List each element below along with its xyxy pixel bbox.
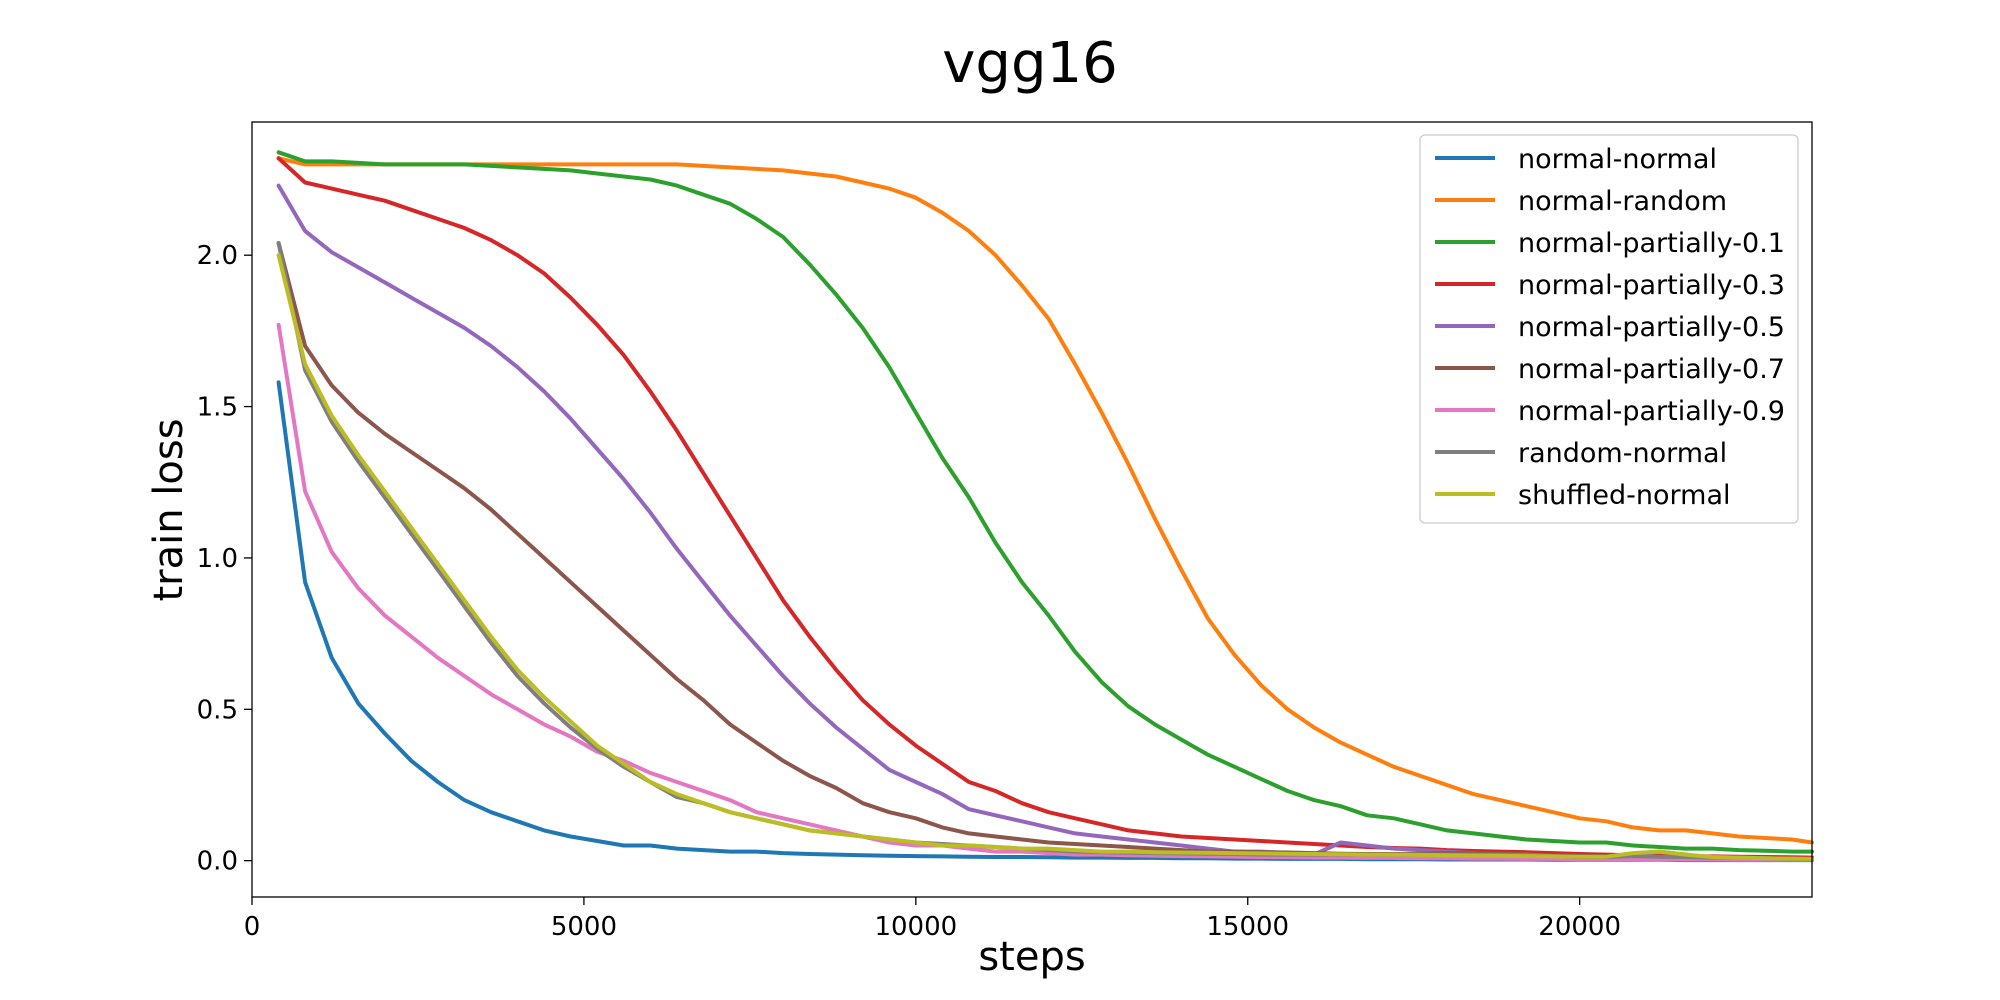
legend-box	[1419, 134, 1799, 524]
legend-label-random-normal: random-normal	[1518, 438, 1727, 469]
legend-label-normal-partially-0.3: normal-partially-0.3	[1518, 270, 1785, 301]
legend-label-normal-random: normal-random	[1518, 186, 1727, 217]
legend-label-normal-partially-0.7: normal-partially-0.7	[1518, 354, 1785, 385]
y-tick-label: 0.0	[197, 847, 238, 877]
y-tick-label: 0.5	[197, 695, 238, 725]
legend-label-normal-partially-0.9: normal-partially-0.9	[1518, 396, 1785, 427]
legend-label-shuffled-normal: shuffled-normal	[1518, 480, 1731, 511]
legend-label-normal-normal: normal-normal	[1518, 144, 1717, 175]
x-tick-label: 15000	[1206, 912, 1289, 942]
y-axis-label: train loss	[146, 418, 192, 601]
plot-frame	[251, 121, 1813, 898]
series-line-normal-random	[276, 156, 1814, 845]
series-line-shuffled-normal	[276, 253, 1814, 861]
y-axis-ticks: 0.0 0.5 1.0 1.5 2.0	[197, 241, 252, 877]
y-tick-label: 2.0	[197, 241, 238, 271]
series-line-normal-partially-0.1	[276, 150, 1814, 854]
x-tick-label: 20000	[1538, 912, 1621, 942]
x-axis-label: steps	[978, 934, 1085, 980]
series-layer	[276, 150, 1814, 863]
x-tick-label: 5000	[551, 912, 617, 942]
legend-label-normal-partially-0.1: normal-partially-0.1	[1518, 228, 1785, 259]
x-axis-ticks: 0 5000 10000 15000 20000	[244, 897, 1621, 942]
legend: normal-normal normal-random normal-partial…	[1419, 134, 1799, 524]
legend-label-normal-partially-0.5: normal-partially-0.5	[1518, 312, 1785, 343]
y-tick-label: 1.0	[197, 544, 238, 574]
x-tick-label: 0	[244, 912, 261, 942]
chart-title: vgg16	[942, 31, 1118, 96]
y-tick-label: 1.5	[197, 393, 238, 423]
legend-entries: normal-normal normal-random normal-partial…	[1435, 144, 1785, 511]
series-line-normal-partially-0.9	[276, 322, 1814, 862]
x-tick-label: 10000	[874, 912, 957, 942]
